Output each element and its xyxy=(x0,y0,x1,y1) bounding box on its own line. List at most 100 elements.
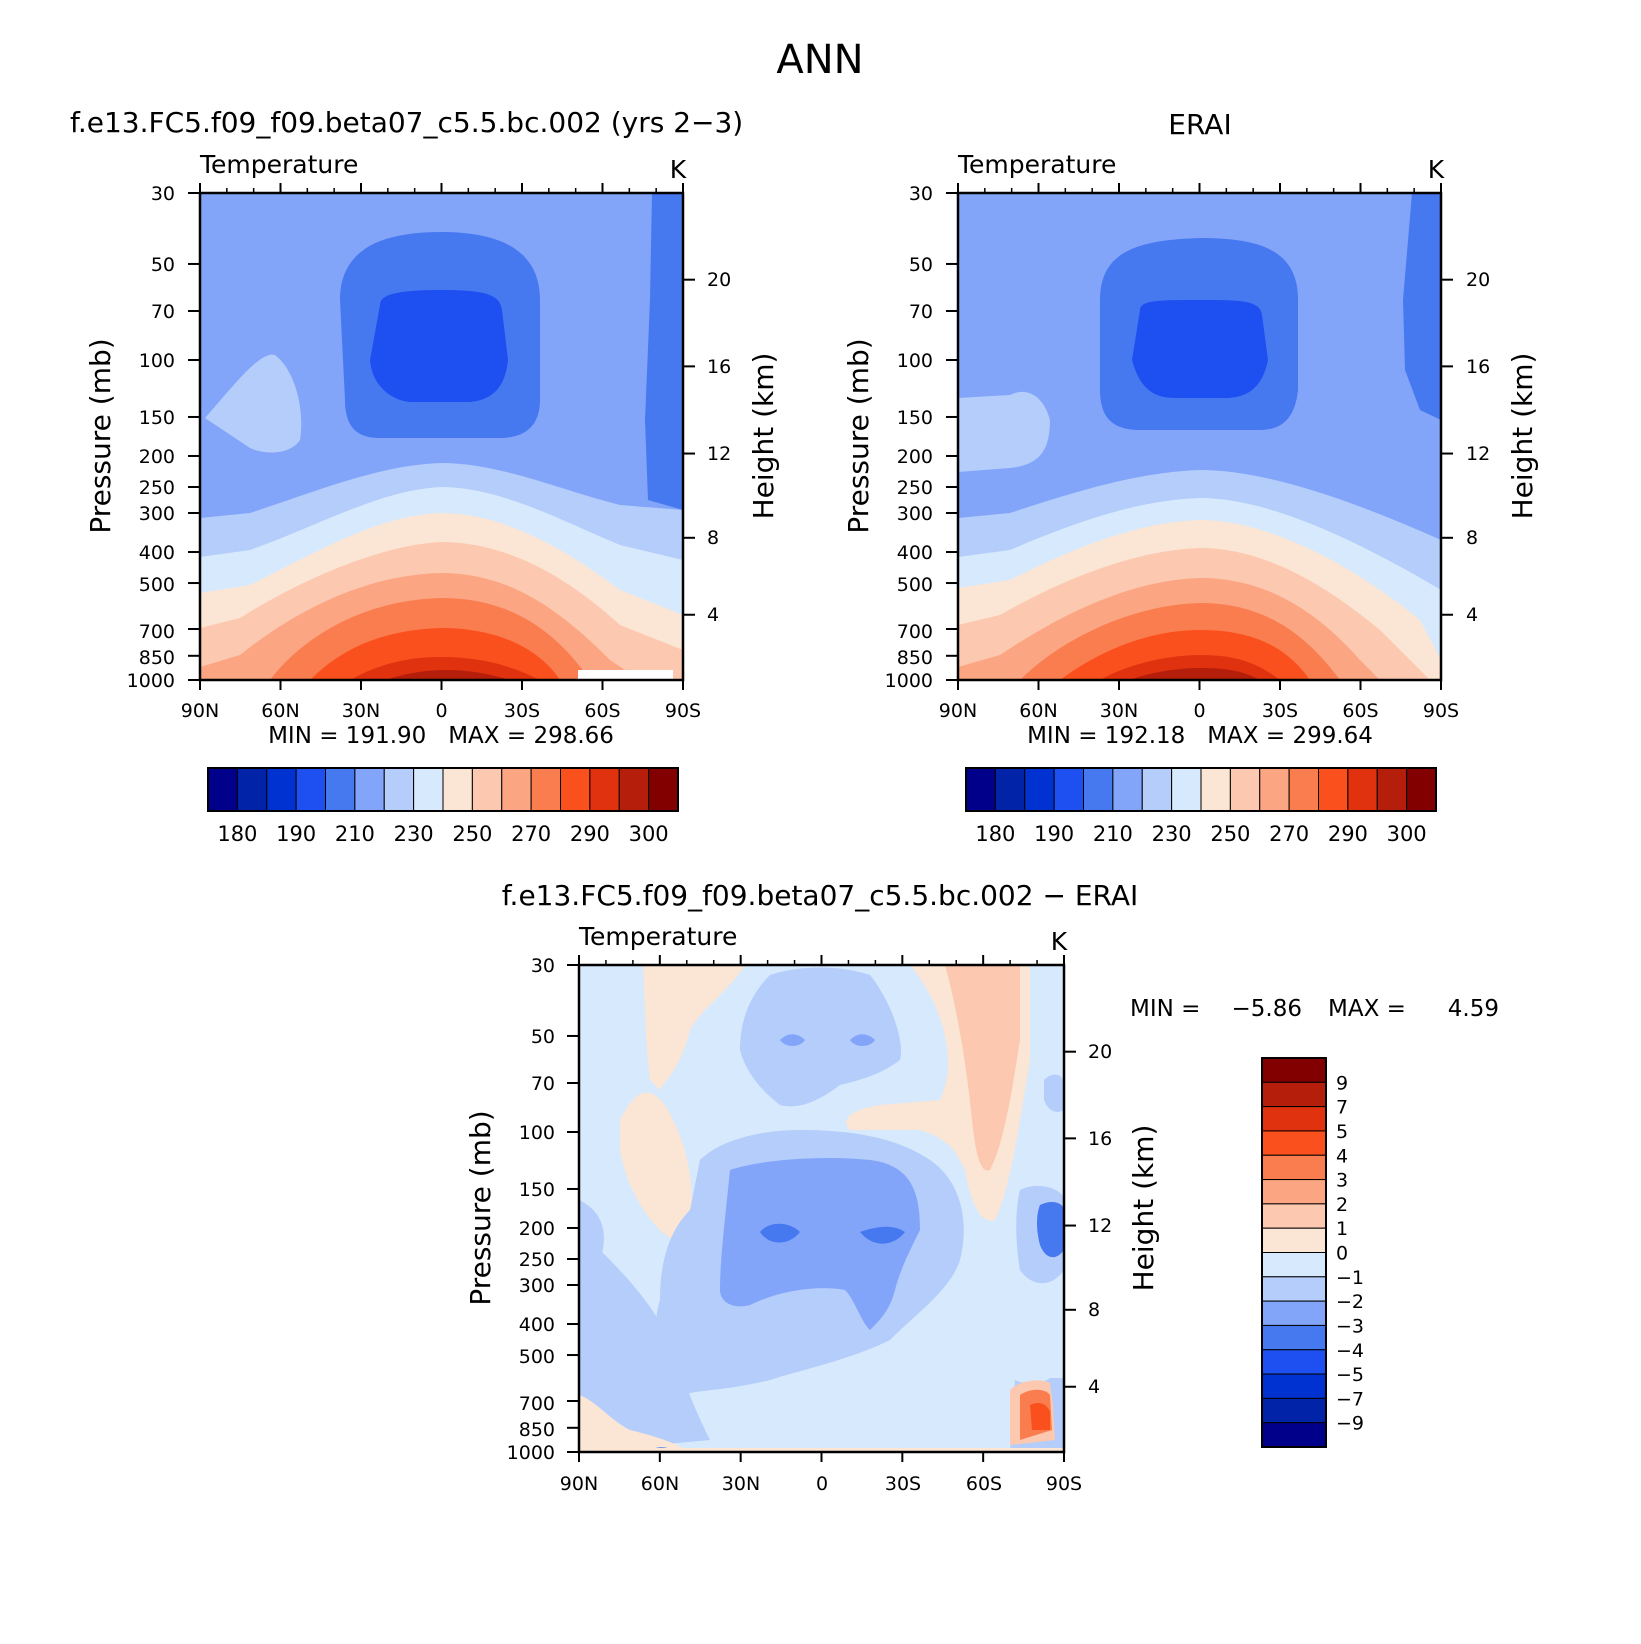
panel-diff-left-string: Temperature xyxy=(578,922,737,951)
y-tick-label: 250 xyxy=(519,1249,555,1271)
colorbar-label: 300 xyxy=(629,822,669,846)
colorbar-swatch xyxy=(1261,1422,1327,1448)
y-tick-label: 250 xyxy=(897,477,933,499)
colorbar-swatch xyxy=(1261,1154,1327,1181)
colorbar-label: −7 xyxy=(1336,1388,1364,1410)
colorbar-label: 250 xyxy=(1210,822,1250,846)
panel-model-units: K xyxy=(670,155,687,184)
colorbar-swatch xyxy=(383,767,415,812)
colorbar-swatch xyxy=(1261,1179,1327,1205)
y2-tick-label: 8 xyxy=(1088,1299,1100,1321)
colorbar-swatch xyxy=(1112,767,1143,812)
y-tick-label: 850 xyxy=(897,647,933,669)
y-tick-label: 1000 xyxy=(127,670,175,692)
y-tick-label: 30 xyxy=(151,183,175,205)
x-tick-label: 30S xyxy=(1262,700,1298,722)
colorbar-label: 7 xyxy=(1336,1097,1348,1119)
y-tick-label: 400 xyxy=(519,1314,555,1336)
panel-obs: ERAI Temperature K 90N 60N 30N 0 30S xyxy=(842,108,1539,846)
panel-model-stats: MIN = 191.90 MAX = 298.66 xyxy=(268,723,614,749)
panel-diff-min-value: −5.86 xyxy=(1232,996,1302,1022)
colorbar-swatch xyxy=(965,767,996,812)
colorbar-swatch xyxy=(618,767,650,812)
y-tick-label: 100 xyxy=(897,350,933,372)
colorbar-label: 190 xyxy=(1034,822,1074,846)
colorbar-swatch xyxy=(1261,1106,1327,1132)
panel-obs-field xyxy=(958,193,1441,680)
y-tick-label: 1000 xyxy=(885,670,933,692)
colorbar-label: 230 xyxy=(394,822,434,846)
y2-tick-label: 20 xyxy=(1088,1041,1112,1063)
y-tick-label: 700 xyxy=(897,621,933,643)
colorbar-swatch xyxy=(1261,1130,1327,1156)
colorbar-label: 300 xyxy=(1387,822,1427,846)
y2-tick-label: 16 xyxy=(707,356,731,378)
y2-tick-label: 20 xyxy=(707,269,731,291)
colorbar-label: −2 xyxy=(1336,1291,1364,1313)
y-tick-label: 850 xyxy=(519,1419,555,1441)
colorbar-label: −1 xyxy=(1336,1267,1364,1289)
colorbar-label: 290 xyxy=(1328,822,1368,846)
x-tick-label: 90S xyxy=(1423,700,1459,722)
panel-diff-min-label: MIN = xyxy=(1130,996,1200,1022)
y-tick-label: 500 xyxy=(139,574,175,596)
colorbar-swatch xyxy=(1288,767,1319,812)
x-tick-label: 60S xyxy=(584,700,620,722)
y2-tick-label: 20 xyxy=(1466,269,1490,291)
y2-tick-label: 4 xyxy=(707,604,719,626)
axis-ticks xyxy=(188,183,1453,1462)
colorbar-swatch xyxy=(325,767,356,812)
colorbar-label: −5 xyxy=(1336,1364,1364,1386)
colorbar-label: 2 xyxy=(1336,1194,1348,1216)
y-tick-label: 100 xyxy=(139,350,175,372)
colorbar-label: 270 xyxy=(1269,822,1309,846)
colorbar-label: 290 xyxy=(570,822,610,846)
y-tick-label: 500 xyxy=(519,1346,555,1368)
panel-model-x-axis: 90N 60N 30N 0 30S 60S 90S xyxy=(181,700,701,722)
panel-model-field xyxy=(200,193,683,680)
x-tick-label: 60N xyxy=(641,1473,679,1495)
panel-diff-y-label: Pressure (mb) xyxy=(464,1110,497,1305)
x-tick-label: 60S xyxy=(966,1473,1002,1495)
colorbar-swatch xyxy=(471,767,503,812)
x-tick-label: 60N xyxy=(1019,700,1057,722)
y2-tick-label: 16 xyxy=(1466,356,1490,378)
panel-obs-colorbar: 180 190 210 230 250 270 290 300 xyxy=(965,767,1437,846)
colorbar-label: 4 xyxy=(1336,1145,1348,1167)
colorbar-label: 270 xyxy=(511,822,551,846)
colorbar-swatch xyxy=(1406,767,1437,812)
y-tick-label: 150 xyxy=(897,407,933,429)
y-tick-label: 700 xyxy=(139,621,175,643)
colorbar-label: 0 xyxy=(1336,1243,1348,1265)
colorbar-swatch xyxy=(266,767,297,812)
colorbar-swatch xyxy=(1261,1227,1327,1253)
colorbar-swatch xyxy=(236,767,268,812)
y-tick-label: 1000 xyxy=(507,1442,555,1464)
y-tick-label: 400 xyxy=(897,542,933,564)
colorbar-swatch xyxy=(589,767,620,812)
y-tick-label: 200 xyxy=(897,446,933,468)
y-tick-label: 70 xyxy=(151,301,175,323)
colorbar-label: −9 xyxy=(1336,1413,1364,1435)
colorbar-swatch xyxy=(1261,1300,1327,1326)
x-tick-label: 0 xyxy=(816,1473,828,1495)
y2-tick-label: 4 xyxy=(1466,604,1478,626)
panel-model-y2-label: Height (km) xyxy=(747,353,780,520)
colorbar-swatch xyxy=(648,767,679,812)
panel-obs-stats: MIN = 192.18 MAX = 299.64 xyxy=(1027,723,1373,749)
colorbar-swatch xyxy=(295,767,326,812)
colorbar-swatch xyxy=(1083,767,1114,812)
y-tick-label: 200 xyxy=(519,1218,555,1240)
panel-obs-x-axis: 90N 60N 30N 0 30S 60S 90S xyxy=(939,700,1459,722)
y2-tick-label: 12 xyxy=(1088,1215,1112,1237)
colorbar-swatch xyxy=(1318,767,1349,812)
x-tick-label: 30N xyxy=(342,700,380,722)
y-tick-label: 300 xyxy=(519,1275,555,1297)
y-tick-label: 70 xyxy=(909,301,933,323)
y2-tick-label: 4 xyxy=(1088,1376,1100,1398)
y-tick-label: 200 xyxy=(139,446,175,468)
y-tick-label: 30 xyxy=(531,955,555,977)
y-tick-label: 150 xyxy=(519,1179,555,1201)
panel-model-y2-axis: 20 16 12 8 4 xyxy=(707,269,731,626)
y-tick-label: 300 xyxy=(139,503,175,525)
